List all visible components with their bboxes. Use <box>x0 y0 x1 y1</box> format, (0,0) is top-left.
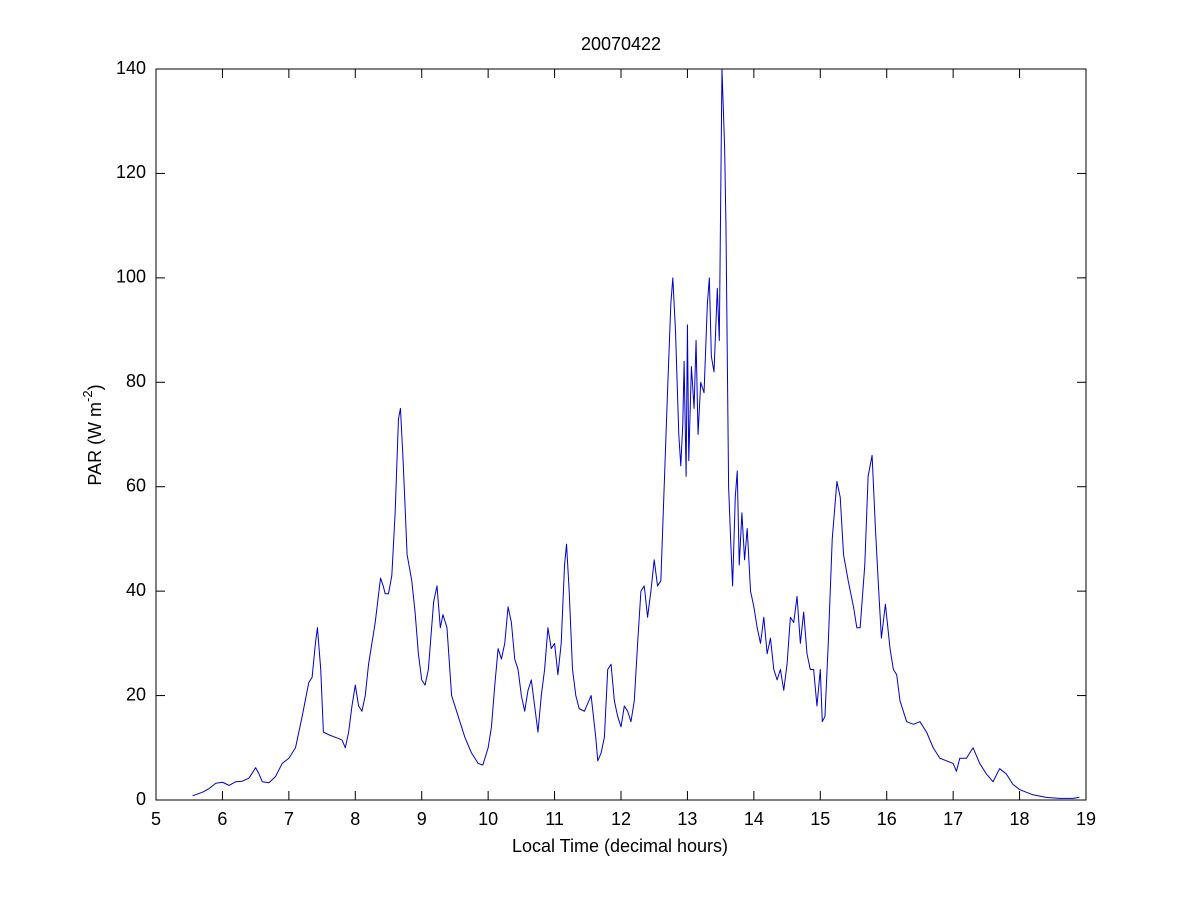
x-tick-label: 18 <box>1010 809 1030 829</box>
x-tick-label: 11 <box>545 809 564 829</box>
y-axis-label-close: ) <box>85 384 105 390</box>
y-tick-label: 40 <box>126 580 146 600</box>
x-tick-label: 15 <box>810 809 830 829</box>
y-axis-label-base: PAR (W m <box>85 402 105 486</box>
x-tick-label: 8 <box>350 809 360 829</box>
x-tick-label: 12 <box>611 809 631 829</box>
x-tick-label: 16 <box>877 809 897 829</box>
x-tick-label: 10 <box>478 809 498 829</box>
y-tick-label: 100 <box>116 267 146 287</box>
y-axis-label-sup: -2 <box>80 390 95 402</box>
x-tick-label: 17 <box>943 809 963 829</box>
x-tick-label: 7 <box>284 809 294 829</box>
x-axis-label: Local Time (decimal hours) <box>512 836 728 856</box>
y-tick-label: 60 <box>126 475 146 495</box>
y-tick-label: 140 <box>116 58 146 78</box>
x-tick-label: 19 <box>1076 809 1096 829</box>
x-tick-label: 6 <box>217 809 227 829</box>
y-tick-label: 120 <box>116 162 146 182</box>
y-tick-label: 80 <box>126 371 146 391</box>
x-tick-label: 5 <box>151 809 161 829</box>
chart-title: 20070422 <box>581 34 661 54</box>
y-tick-label: 0 <box>136 789 146 809</box>
x-tick-label: 13 <box>677 809 697 829</box>
y-axis-label: PAR (W m-2) <box>80 384 104 485</box>
data-line <box>192 68 1080 799</box>
y-tick-label: 20 <box>126 684 146 704</box>
x-tick-label: 14 <box>744 809 764 829</box>
x-tick-label: 9 <box>417 809 427 829</box>
